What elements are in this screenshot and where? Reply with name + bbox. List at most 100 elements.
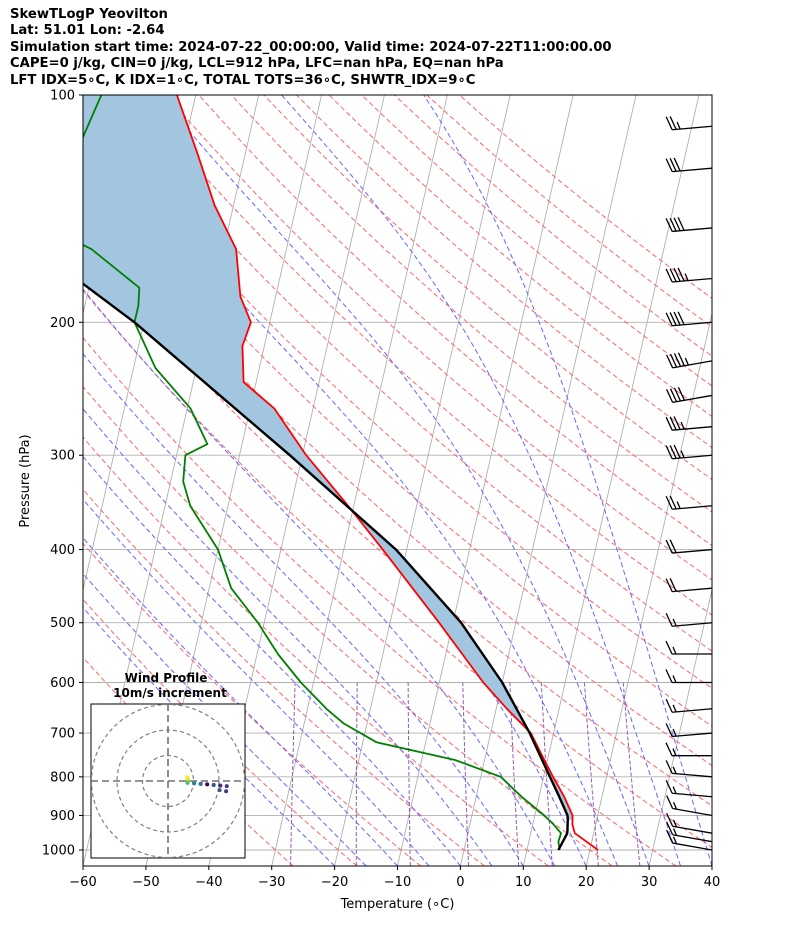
barb-flag	[665, 495, 673, 510]
isotherm-line	[522, 95, 700, 866]
y-tick-label: 700	[50, 727, 75, 742]
wind-barb	[666, 795, 713, 817]
hodograph-point	[205, 782, 210, 787]
barb-flag	[669, 158, 677, 172]
dry-adiabat-line	[83, 598, 358, 866]
y-tick-label: 900	[50, 809, 75, 824]
mixing-ratio-line	[584, 682, 599, 866]
barb-flag	[673, 268, 681, 282]
cape-line: CAPE=0 j/kg, CIN=0 j/kg, LCL=912 hPa, LF…	[10, 56, 504, 72]
barb-flag	[665, 779, 673, 794]
barb-flag	[665, 669, 673, 683]
parcel-line	[83, 282, 569, 851]
x-tick-label: 40	[704, 875, 721, 890]
barb-flag	[666, 354, 674, 369]
chart-header: SkewTLogP Yeovilton Lat: 51.01 Lon: -2.6…	[10, 7, 612, 89]
barb-half-flag	[672, 828, 678, 836]
y-tick-label: 400	[50, 543, 75, 558]
moist-adiabat-line	[83, 115, 619, 866]
x-tick-label: 30	[641, 875, 658, 890]
wind-barb	[665, 578, 713, 593]
wind-barb	[665, 267, 713, 283]
barb-shaft	[672, 454, 713, 460]
wind-barb	[665, 760, 713, 778]
wind-barb	[665, 311, 713, 327]
barb-flag	[673, 353, 682, 367]
dry-adiabat-line	[100, 95, 712, 652]
x-tick-label: 10	[515, 875, 532, 890]
barb-half-flag	[672, 618, 677, 627]
moist-adiabat-line	[423, 95, 712, 866]
barb-shaft	[672, 792, 713, 798]
barb-flag	[669, 445, 677, 459]
y-axis-label: Pressure (hPa)	[18, 434, 33, 527]
barb-flag	[665, 760, 673, 774]
hodograph-point	[192, 781, 197, 786]
hodograph-point	[217, 788, 222, 793]
barb-flag	[665, 742, 673, 756]
barb-shaft	[672, 548, 713, 554]
barb-shaft	[672, 807, 713, 817]
barb-flag	[677, 352, 686, 367]
barb-flag	[669, 388, 678, 402]
barb-flag	[669, 312, 677, 326]
y-tick-label: 1000	[42, 844, 75, 859]
moist-adiabat-line	[83, 572, 367, 866]
dry-adiabat-line	[230, 95, 712, 513]
wind-barb	[665, 698, 713, 713]
barb-flag	[669, 116, 677, 130]
dewpoint-line	[83, 95, 562, 851]
barb-shaft	[672, 772, 713, 778]
wind-barb	[665, 612, 713, 627]
inset-content	[91, 704, 245, 858]
dry-adiabat-line	[83, 337, 677, 866]
barb-half-flag	[672, 766, 677, 774]
barb-flag	[669, 495, 677, 510]
x-axis-label: Temperature (∘C)	[340, 897, 455, 912]
moist-adiabat-line	[83, 606, 335, 866]
isotherm-line	[648, 587, 712, 866]
moist-adiabat-line	[83, 455, 461, 866]
barb-half-flag	[672, 646, 677, 655]
barb-half-flag	[684, 273, 689, 281]
hodograph-point	[224, 784, 229, 789]
moist-adiabat-line	[83, 537, 398, 866]
barb-flag	[665, 218, 673, 232]
x-tick-label: −60	[69, 875, 96, 890]
barb-flag	[669, 539, 677, 553]
isotherm-line	[83, 95, 197, 592]
wind-barb	[665, 495, 713, 510]
isotherm-line	[711, 863, 712, 866]
dry-adiabat-line	[83, 155, 712, 727]
wind-barb	[665, 116, 713, 131]
barb-shaft	[672, 834, 713, 843]
moist-adiabat-line	[83, 408, 493, 866]
mixing-ratio-line	[355, 682, 358, 866]
wind-barb	[665, 444, 713, 460]
barb-shaft	[672, 708, 713, 713]
barb-shaft	[672, 167, 713, 173]
time-line: Simulation start time: 2024-07-22_00:00:…	[10, 39, 612, 55]
wind-barb	[665, 217, 713, 233]
moist-adiabat-line	[281, 95, 681, 866]
wind-barb	[665, 640, 712, 655]
x-tick-label: 0	[456, 875, 464, 890]
barb-flag	[677, 311, 685, 325]
barb-flag	[666, 812, 674, 827]
barb-half-flag	[684, 357, 689, 366]
barb-shaft	[672, 842, 713, 851]
inset-subtitle: 10m/s increment	[113, 686, 227, 700]
barb-half-flag	[672, 748, 677, 756]
barb-shaft	[672, 732, 713, 738]
y-tick-label: 800	[50, 770, 75, 785]
barb-flag	[665, 723, 673, 737]
y-tick-label: 100	[50, 89, 75, 104]
barb-shaft	[672, 394, 713, 404]
barb-shaft	[672, 360, 713, 369]
y-tick-label: 200	[50, 316, 75, 331]
wind-barb	[665, 742, 712, 757]
barb-flag	[666, 389, 674, 403]
wind-barb	[665, 723, 713, 738]
barb-shaft	[672, 505, 713, 510]
barb-flag	[673, 311, 681, 326]
